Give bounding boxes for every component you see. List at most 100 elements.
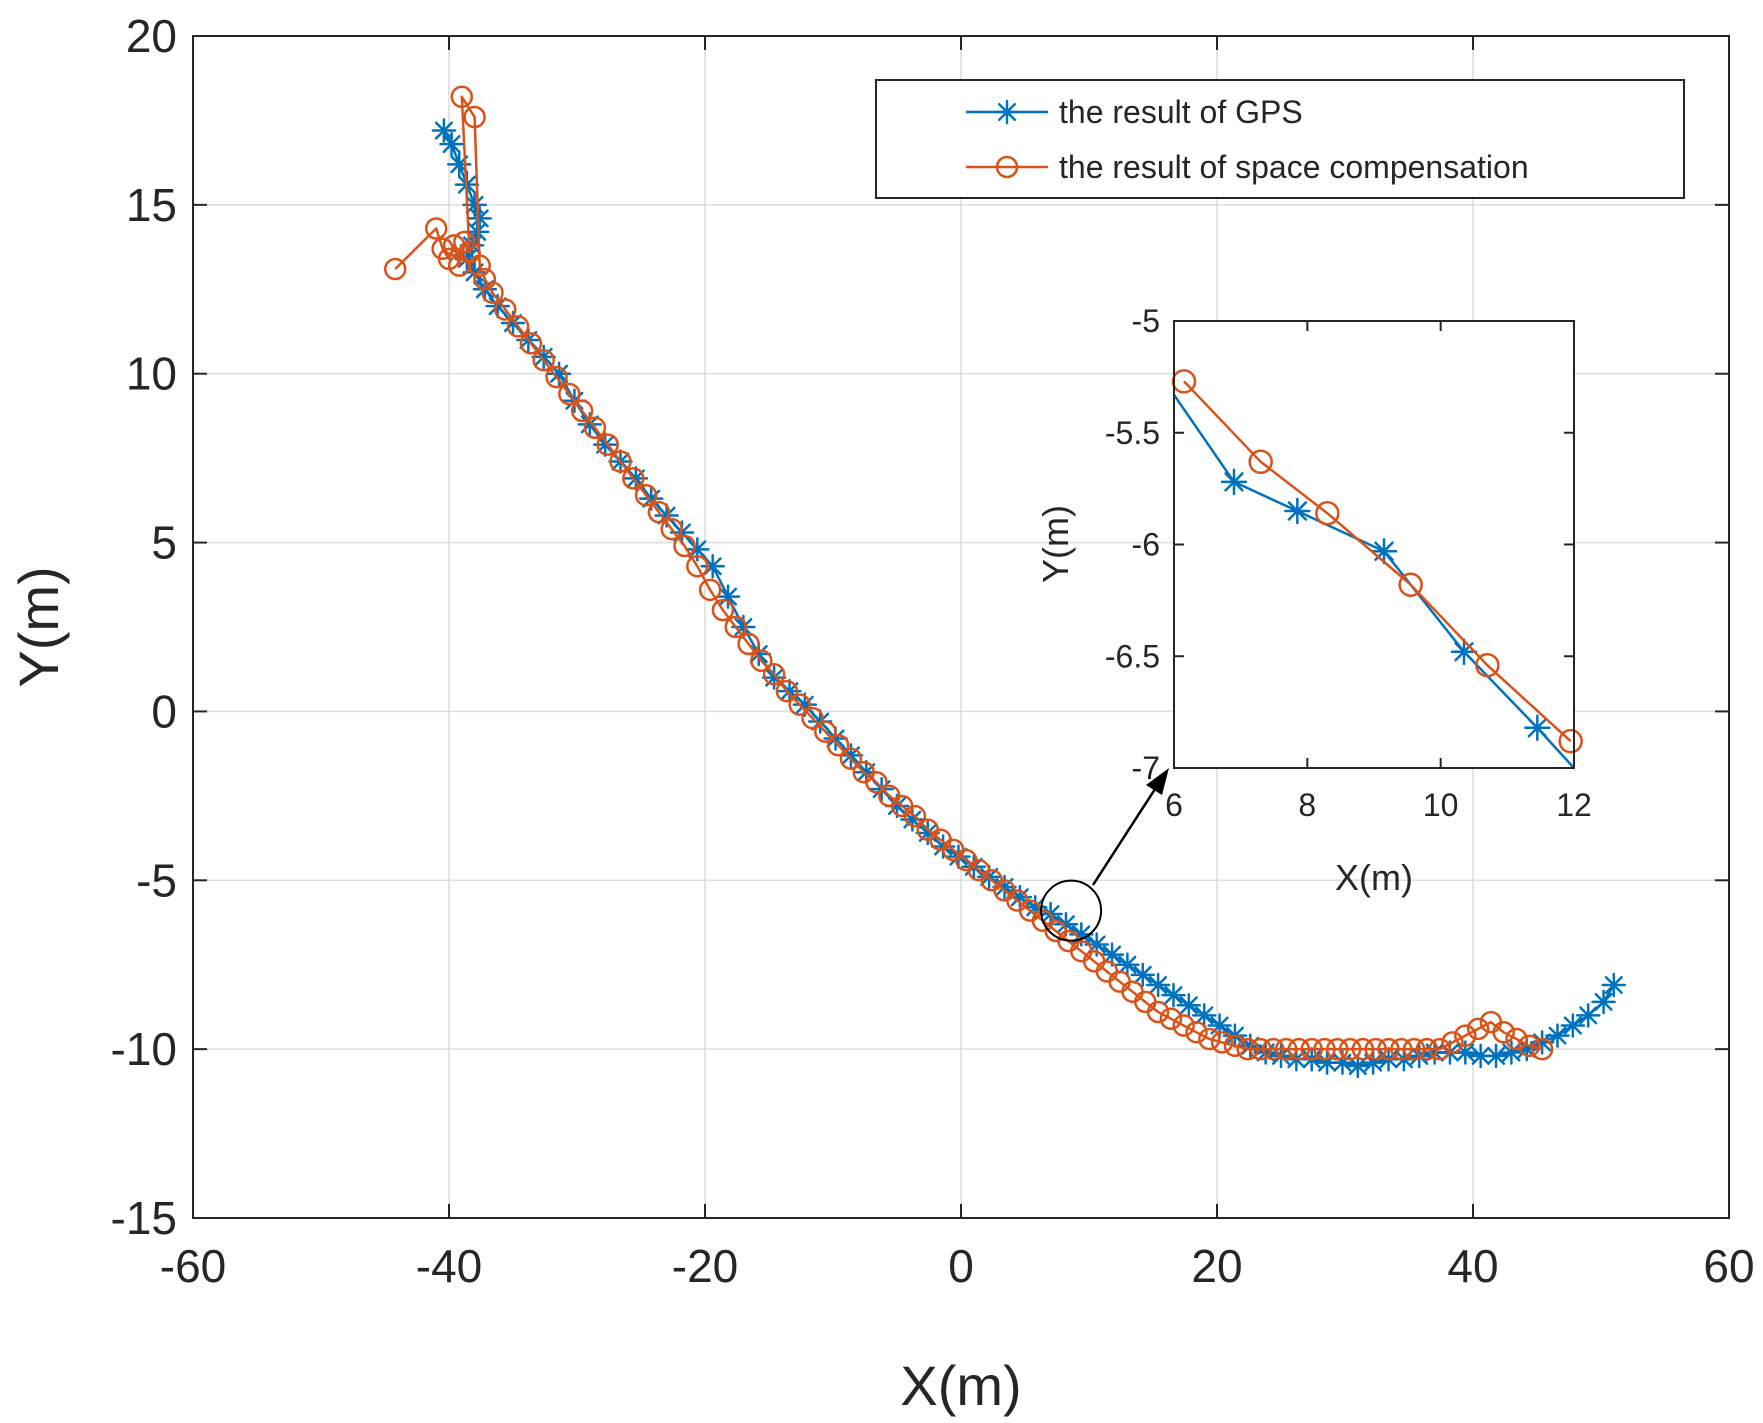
legend-entry-space-compensation: the result of space compensation xyxy=(966,149,1529,185)
main-space-compensation-point xyxy=(1185,1021,1208,1044)
main-space-compensation-point xyxy=(1287,1037,1311,1061)
main-space-compensation-point xyxy=(1146,1000,1170,1024)
main-x-tick-label: -60 xyxy=(160,1240,226,1292)
main-space-compensation-point xyxy=(826,733,850,757)
main-space-compensation-point xyxy=(788,693,811,716)
inset-space-compensation-point xyxy=(1558,728,1583,754)
main-y-tick-label: -5 xyxy=(136,854,177,906)
main-space-compensation-point xyxy=(442,234,466,257)
main-space-compensation-point xyxy=(1466,1017,1490,1041)
main-space-compensation-point xyxy=(1198,1027,1221,1051)
inset-x-tick-label: 8 xyxy=(1298,787,1316,823)
legend-space-compensation-label: the result of space compensation xyxy=(1059,149,1529,185)
main-gps-point xyxy=(1115,952,1140,977)
main-y-tick-label: -10 xyxy=(111,1023,177,1075)
main-space-compensation-point xyxy=(1377,1037,1400,1061)
main-space-compensation-point xyxy=(647,500,671,524)
inset-x-tick-label: 12 xyxy=(1556,787,1592,823)
main-y-tick-label: 15 xyxy=(126,179,177,231)
inset-gps-point xyxy=(1220,468,1248,496)
inset-ticks: 6 8 10 12 -7 -6.5 -6 -5.5 -5 xyxy=(1105,303,1592,823)
main-x-tick-label: 40 xyxy=(1447,1240,1498,1292)
main-gps-point xyxy=(446,152,472,177)
inset-y-tick-label: -5 xyxy=(1132,303,1160,339)
main-space-compensation-point xyxy=(673,534,696,558)
main-space-compensation-point xyxy=(463,105,486,129)
main-space-compensation-point xyxy=(775,679,799,703)
main-space-compensation-point xyxy=(1274,1037,1298,1061)
main-space-compensation-point xyxy=(839,747,863,770)
zoom-arrow-head xyxy=(1146,768,1169,795)
main-gps-point xyxy=(1601,972,1627,998)
inset-gps-point xyxy=(1450,638,1478,666)
main-space-compensation-point xyxy=(519,332,543,355)
main-space-compensation-point xyxy=(1249,1037,1272,1061)
inset-x-tick-label: 6 xyxy=(1165,787,1183,823)
main-space-compensation-point xyxy=(1415,1037,1439,1061)
main-space-compensation-point xyxy=(1530,1037,1554,1061)
main-gps-point xyxy=(1145,972,1171,998)
legend-gps-marker xyxy=(994,99,1020,125)
main-space-compensation-point xyxy=(532,348,555,372)
main-space-compensation-point xyxy=(1402,1037,1426,1061)
main-space-compensation-point xyxy=(1454,1024,1477,1047)
inset-space-compensation-point xyxy=(1398,572,1423,597)
main-space-compensation-point xyxy=(814,720,837,743)
legend: the result of GPS the result of space co… xyxy=(875,79,1685,199)
legend-gps-asterisk xyxy=(994,99,1020,125)
main-space-compensation-point xyxy=(1351,1037,1375,1061)
main-space-compensation-point xyxy=(1505,1027,1528,1051)
inset-y-axis-label: Y(m) xyxy=(1035,505,1076,583)
inset-series-gps xyxy=(1172,394,1575,769)
main-series-space-compensation xyxy=(383,85,1554,1061)
main-space-compensation-point xyxy=(558,382,581,406)
main-space-compensation-point xyxy=(494,298,517,321)
main-y-tick-label: 5 xyxy=(151,517,177,569)
main-space-compensation-point xyxy=(473,267,497,291)
main-space-compensation-point xyxy=(711,598,735,622)
main-space-compensation-point xyxy=(634,484,658,507)
inset-gps-point xyxy=(1284,497,1311,525)
main-space-compensation-point xyxy=(450,85,474,109)
zoom-arrow-line xyxy=(1091,785,1159,886)
main-gps-point xyxy=(1560,1013,1586,1038)
inset-y-tick-label: -5.5 xyxy=(1105,415,1160,451)
main-ticks: -60 -40 -20 0 20 40 60 -15 -10 -5 0 5 10 15 20 xyxy=(111,10,1755,1292)
main-x-tick-label: 60 xyxy=(1703,1240,1754,1292)
inset-y-tick-label: -7 xyxy=(1132,750,1160,786)
main-space-compensation-point xyxy=(1492,1021,1515,1044)
legend-entry-gps: the result of GPS xyxy=(966,94,1303,130)
main-gps-point xyxy=(1483,1043,1509,1069)
main-x-axis-label: X(m) xyxy=(900,1354,1021,1417)
main-y-tick-label: 10 xyxy=(126,348,177,400)
main-space-compensation-point xyxy=(1313,1037,1336,1061)
inset-gps-point xyxy=(1524,714,1551,742)
main-space-compensation-point xyxy=(737,632,760,656)
main-space-compensation-line xyxy=(394,95,1543,1051)
main-space-compensation-point xyxy=(1326,1037,1349,1061)
main-y-tick-label: -15 xyxy=(111,1192,177,1244)
main-gps-point xyxy=(1499,1040,1524,1065)
inset-space-compensation-point xyxy=(1315,500,1340,526)
main-x-tick-label: 0 xyxy=(948,1240,974,1292)
main-series-group xyxy=(383,85,1627,1079)
main-gps-point xyxy=(1191,1003,1217,1028)
main-space-compensation-point xyxy=(383,257,407,281)
main-y-tick-label: 20 xyxy=(126,10,177,62)
main-space-compensation-point xyxy=(750,649,773,673)
main-gps-point xyxy=(700,553,725,579)
main-space-compensation-point xyxy=(545,365,568,389)
main-space-compensation-point xyxy=(1210,1031,1234,1054)
main-space-compensation-point xyxy=(506,315,530,338)
main-gps-point xyxy=(1545,1023,1570,1048)
main-space-compensation-point xyxy=(698,578,722,602)
main-gps-point xyxy=(1345,1053,1371,1079)
legend-box xyxy=(875,79,1685,199)
inset-space-compensation-point xyxy=(1248,449,1273,475)
main-x-tick-label: 20 xyxy=(1191,1240,1242,1292)
main-gps-point xyxy=(1130,962,1156,988)
main-space-compensation-point xyxy=(1390,1037,1413,1061)
main-gps-point xyxy=(439,131,464,157)
inset-series-group xyxy=(1171,369,1583,769)
